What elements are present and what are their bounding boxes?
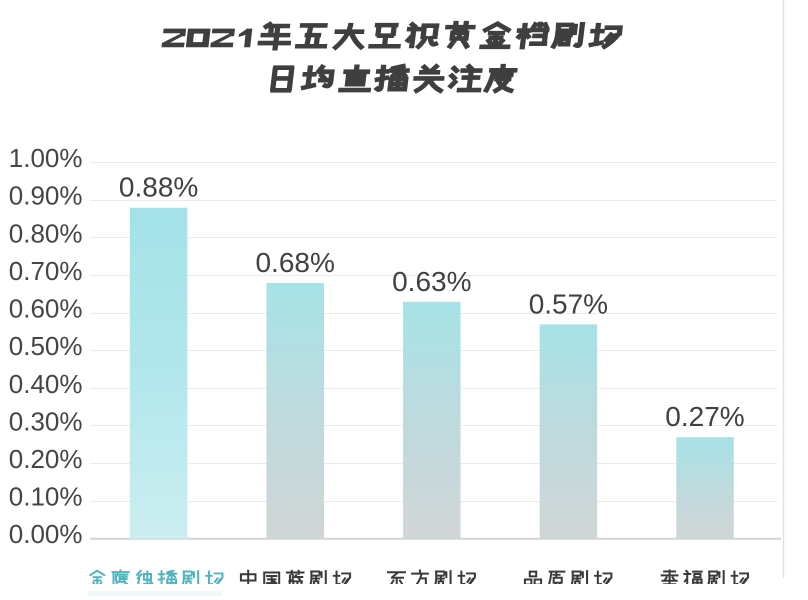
svg-text:0.60%: 0.60%: [9, 294, 83, 324]
svg-text:0.40%: 0.40%: [9, 369, 83, 399]
svg-text:0.00%: 0.00%: [9, 519, 83, 549]
svg-text:0.50%: 0.50%: [9, 331, 83, 361]
svg-text:0.63%: 0.63%: [392, 266, 471, 297]
svg-text:0.27%: 0.27%: [665, 401, 744, 432]
svg-text:0.80%: 0.80%: [9, 218, 83, 248]
svg-text:0.20%: 0.20%: [9, 444, 83, 474]
svg-text:0.70%: 0.70%: [9, 256, 83, 286]
svg-text:0.90%: 0.90%: [9, 181, 83, 211]
svg-text:0.30%: 0.30%: [9, 406, 83, 436]
svg-text:1.00%: 1.00%: [9, 143, 83, 173]
svg-text:0.88%: 0.88%: [119, 172, 198, 203]
svg-text:0.57%: 0.57%: [529, 288, 608, 319]
svg-text:0.68%: 0.68%: [255, 247, 334, 278]
svg-text:0.10%: 0.10%: [9, 482, 83, 512]
